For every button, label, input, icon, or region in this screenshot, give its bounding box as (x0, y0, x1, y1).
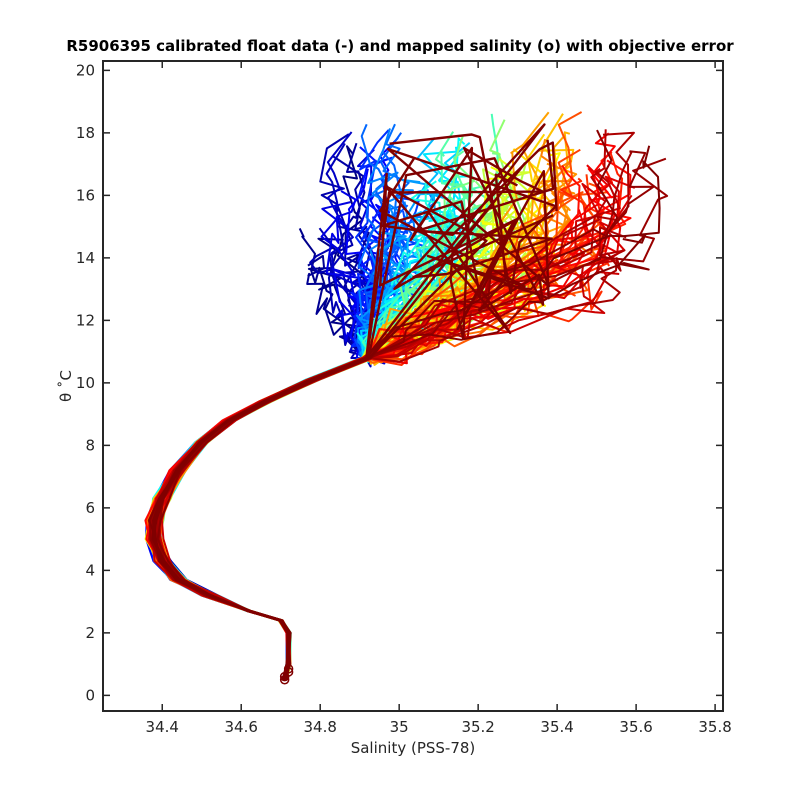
profile-lines (144, 111, 669, 681)
plot-frame (102, 60, 724, 712)
mapped-salinity-point (283, 667, 294, 677)
y-axis-label: θ ˚C (57, 370, 75, 402)
y-tick-label: 12 (76, 311, 95, 329)
y-tick-label: 4 (85, 561, 95, 579)
mapped-salinity-points (279, 664, 294, 685)
x-tick-label: 34.8 (303, 718, 336, 736)
x-tick-label: 35.6 (619, 718, 652, 736)
x-tick-label: 34.4 (146, 718, 179, 736)
x-axis: 34.4 34.6 34.8 35 35.2 35.4 35.6 35.8 (146, 61, 732, 736)
y-tick-label: 10 (76, 374, 95, 392)
y-tick-label: 0 (85, 686, 95, 704)
y-tick-label: 20 (76, 61, 95, 79)
y-tick-label: 2 (85, 624, 95, 642)
x-tick-label: 35 (390, 718, 409, 736)
y-tick-label: 8 (85, 436, 95, 454)
chart-title: R5906395 calibrated float data (-) and m… (66, 37, 734, 55)
profile-line (151, 123, 558, 681)
mapped-salinity-point (283, 664, 294, 674)
y-tick-label: 18 (76, 124, 95, 142)
y-tick-label: 6 (85, 499, 95, 517)
x-tick-label: 35.2 (461, 718, 494, 736)
x-tick-label: 35.8 (698, 718, 731, 736)
x-tick-label: 35.4 (540, 718, 573, 736)
mapped-salinity-point (279, 675, 290, 685)
x-axis-label: Salinity (PSS-78) (351, 739, 476, 757)
x-tick-label: 34.6 (225, 718, 258, 736)
y-axis: 0 2 4 6 8 10 12 14 16 18 20 (76, 61, 723, 704)
y-tick-label: 14 (76, 249, 95, 267)
y-tick-label: 16 (76, 186, 95, 204)
